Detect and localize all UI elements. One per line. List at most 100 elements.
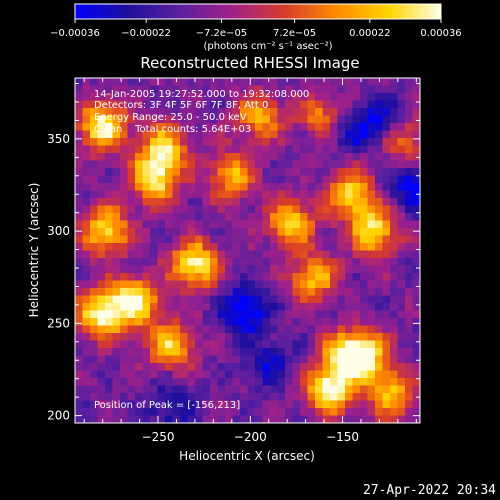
heatmap-cell — [210, 378, 219, 387]
heatmap-cell — [120, 138, 129, 147]
heatmap-cell — [172, 228, 181, 237]
heatmap-cell — [255, 408, 264, 417]
heatmap-cell — [210, 93, 219, 102]
heatmap-cell — [217, 78, 226, 87]
heatmap-cell — [285, 265, 294, 274]
heatmap-cell — [315, 100, 324, 109]
heatmap-cell — [165, 78, 174, 87]
heatmap-cell — [270, 265, 279, 274]
heatmap-cell — [292, 183, 301, 192]
heatmap-cell — [330, 363, 339, 372]
heatmap-cell — [202, 378, 211, 387]
heatmap-cell — [292, 288, 301, 297]
heatmap-cell — [382, 108, 391, 117]
heatmap-cell — [390, 348, 399, 357]
heatmap-cell — [262, 385, 271, 394]
heatmap-cell — [277, 130, 286, 139]
heatmap-cell — [225, 340, 234, 349]
heatmap-cell — [322, 168, 331, 177]
heatmap-cell — [180, 160, 189, 169]
heatmap-cell — [382, 378, 391, 387]
heatmap-cell — [187, 385, 196, 394]
heatmap-cell — [217, 160, 226, 169]
heatmap-cell — [360, 363, 369, 372]
heatmap-cell — [382, 100, 391, 109]
heatmap-cell — [360, 213, 369, 222]
heatmap-cell — [142, 370, 151, 379]
heatmap-cell — [210, 355, 219, 364]
heatmap-cell — [270, 303, 279, 312]
heatmap-cell — [172, 393, 181, 402]
heatmap-cell — [195, 190, 204, 199]
heatmap-cell — [330, 198, 339, 207]
heatmap-cell — [157, 318, 166, 327]
heatmap-cell — [397, 138, 406, 147]
heatmap-cell — [292, 190, 301, 199]
heatmap-cell — [405, 348, 414, 357]
heatmap-cell — [270, 243, 279, 252]
heatmap-cell — [397, 310, 406, 319]
heatmap-cell — [150, 415, 159, 423]
heatmap-cell — [397, 115, 406, 124]
heatmap-cell — [202, 130, 211, 139]
heatmap-cell — [390, 273, 399, 282]
heatmap-cell — [90, 243, 99, 252]
heatmap-cell — [330, 93, 339, 102]
heatmap-cell — [397, 205, 406, 214]
heatmap-cell — [180, 295, 189, 304]
heatmap-cell — [405, 153, 414, 162]
heatmap-cell — [345, 363, 354, 372]
heatmap-cell — [382, 348, 391, 357]
heatmap-cell — [90, 348, 99, 357]
heatmap-cell — [187, 153, 196, 162]
heatmap-cell — [397, 340, 406, 349]
heatmap-cell — [232, 340, 241, 349]
heatmap-cell — [292, 258, 301, 267]
heatmap-cell — [195, 220, 204, 229]
heatmap-cell — [195, 325, 204, 334]
heatmap-cell — [75, 78, 84, 87]
heatmap-cell — [285, 318, 294, 327]
heatmap-cell — [240, 145, 249, 154]
heatmap-cell — [412, 408, 420, 417]
heatmap-cell — [352, 243, 361, 252]
heatmap-cell — [262, 220, 271, 229]
heatmap-cell — [367, 325, 376, 334]
heatmap-cell — [112, 175, 121, 184]
heatmap-cell — [390, 265, 399, 274]
heatmap-cell — [360, 235, 369, 244]
heatmap-cell — [300, 385, 309, 394]
heatmap-cell — [277, 318, 286, 327]
heatmap-cell — [367, 415, 376, 423]
heatmap-cell — [97, 348, 106, 357]
heatmap-cell — [187, 355, 196, 364]
heatmap-cell — [187, 370, 196, 379]
heatmap-cell — [337, 153, 346, 162]
heatmap-cell — [232, 175, 241, 184]
heatmap-cell — [82, 138, 91, 147]
heatmap-cell — [157, 400, 166, 409]
heatmap-cell — [337, 288, 346, 297]
heatmap-cell — [240, 408, 249, 417]
heatmap-cell — [202, 108, 211, 117]
heatmap-cell — [277, 78, 286, 87]
heatmap-cell — [375, 168, 384, 177]
heatmap-cell — [390, 205, 399, 214]
heatmap-cell — [390, 250, 399, 259]
heatmap-cell — [360, 415, 369, 423]
heatmap-cell — [330, 400, 339, 409]
heatmap-cell — [90, 310, 99, 319]
heatmap-cell — [172, 183, 181, 192]
heatmap-cell — [397, 78, 406, 87]
heatmap-cell — [97, 78, 106, 87]
heatmap-cell — [240, 115, 249, 124]
heatmap-cell — [262, 288, 271, 297]
heatmap-cell — [150, 130, 159, 139]
heatmap-cell — [292, 348, 301, 357]
heatmap-cell — [105, 138, 114, 147]
heatmap-cell — [210, 78, 219, 87]
heatmap-cell — [187, 175, 196, 184]
heatmap-cell — [202, 288, 211, 297]
heatmap-cell — [172, 370, 181, 379]
heatmap-cell — [142, 378, 151, 387]
